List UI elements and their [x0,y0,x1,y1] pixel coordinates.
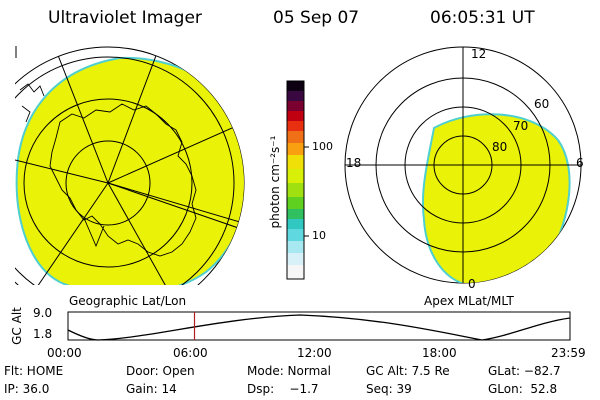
status-dsp: Dsp: −1.7 [247,382,319,396]
time-tick-1800: 18:00 [422,346,457,360]
time-tick-0600: 06:00 [173,346,208,360]
mlat-label-60: 60 [534,97,550,111]
aurora-image-left [15,56,244,285]
mlt-label-12: 12 [471,47,487,61]
mlt-label-18: 18 [346,156,362,170]
coastline [49,103,197,257]
image-time: 06:05:31 UT [430,8,535,28]
status-seq: Seq: 39 [366,382,412,396]
status-glat: GLat: −82.7 [488,364,561,378]
status-ip: IP: 36.0 [4,382,50,396]
colorbar-unit: photon cm⁻²s⁻¹ [268,135,282,229]
status-glon: GLon: 52.8 [488,382,558,396]
status-gain: Gain: 14 [126,382,177,396]
status-mode: Mode: Normal [247,364,331,378]
colorbar-tick-100: 100 [312,140,333,153]
geographic-caption: Geographic Lat/Lon [69,294,187,308]
status-gc-alt: GC Alt: 7.5 Re [366,364,450,378]
time-tick-0000: 00:00 [47,346,82,360]
magnetic-caption: Apex MLat/MLT [424,294,514,308]
geographic-map [15,46,245,285]
magnetic-map [344,46,582,284]
altitude-tick-min: 1.8 [33,327,53,341]
mlat-label-70: 70 [513,119,529,133]
status-door: Door: Open [126,364,195,378]
status-flt: Flt: HOME [4,364,64,378]
colorbar-tick-10: 10 [312,229,326,242]
altitude-axis-label: GC Alt [10,307,24,345]
image-date: 05 Sep 07 [273,8,360,28]
time-tick-2359: 23:59 [551,346,586,360]
altitude-tick-max: 9.0 [33,306,53,320]
altitude-curve [67,314,571,341]
altitude-plot [67,311,571,341]
mlt-label-6: 6 [576,156,584,170]
instrument-title: Ultraviolet Imager [48,8,202,28]
time-tick-1200: 12:00 [297,346,332,360]
mlt-label-0: 0 [468,277,476,291]
mlat-label-80: 80 [492,140,508,154]
color-scale [286,80,309,280]
